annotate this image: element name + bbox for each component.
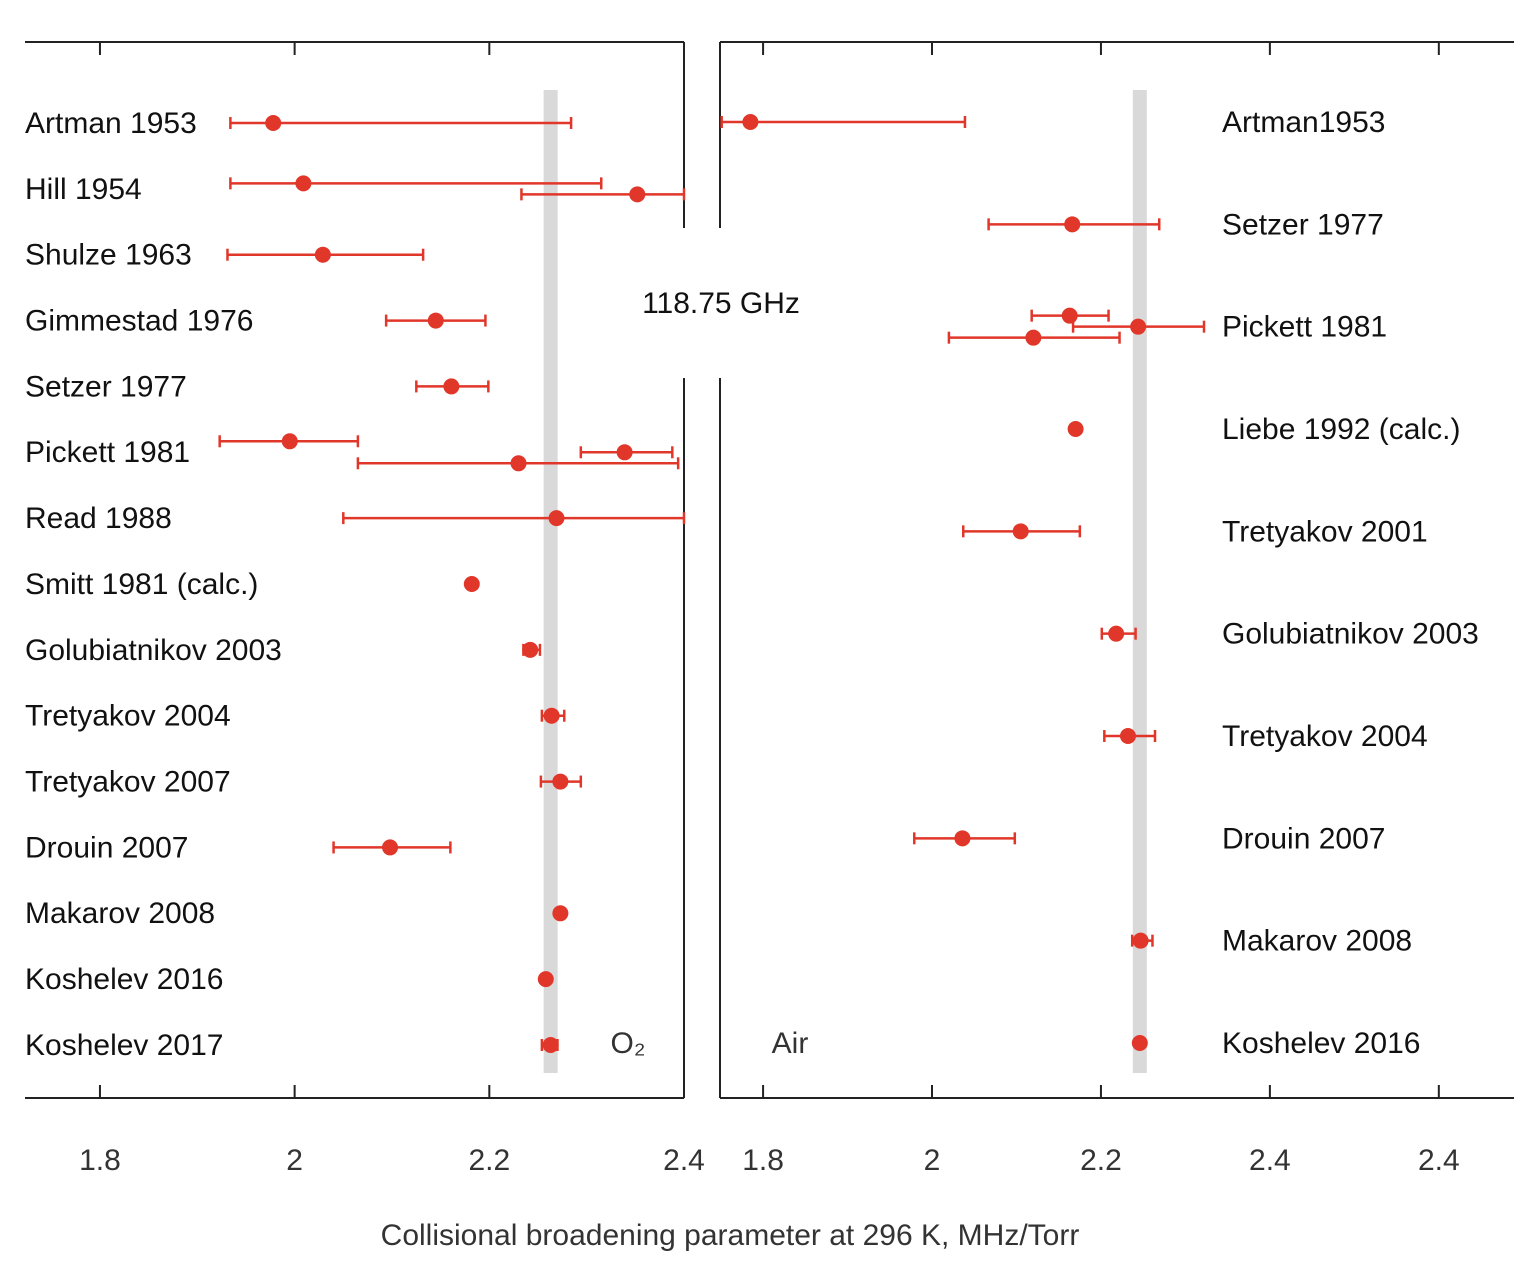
row-label: Koshelev 2016 (1222, 1027, 1421, 1060)
annotation-box (610, 228, 832, 378)
data-point (954, 830, 971, 847)
data-point (742, 114, 759, 130)
row-label: Pickett 1981 (25, 436, 190, 469)
data-point (1108, 625, 1125, 642)
data-point (522, 641, 539, 658)
row-label: Artman 1953 (25, 107, 197, 140)
x-axis-title: Collisional broadening parameter at 296 … (381, 1219, 1080, 1252)
row-label: Makarov 2008 (1222, 925, 1412, 958)
row-label: Hill 1954 (25, 173, 142, 206)
data-point (616, 444, 633, 461)
data-point (443, 378, 460, 395)
data-point (314, 246, 331, 263)
data-point (1067, 421, 1084, 437)
data-point (548, 510, 565, 527)
row-label: Read 1988 (25, 502, 172, 535)
data-point (1130, 318, 1147, 335)
data-point (427, 312, 444, 329)
x-tick-label: 2.4 (1418, 1144, 1460, 1177)
data-point (1132, 932, 1149, 949)
row-label: Gimmestad 1976 (25, 304, 253, 337)
data-point (281, 433, 298, 450)
x-tick-label: 1.8 (742, 1144, 784, 1177)
row-label: Tretyakov 2001 (1222, 515, 1428, 548)
row-label: Setzer 1977 (1222, 208, 1384, 241)
data-point (1131, 1035, 1148, 1051)
data-point (542, 1037, 559, 1053)
data-point (543, 707, 560, 724)
panel-label: Air (772, 1027, 809, 1060)
x-tick-label: 2 (924, 1144, 941, 1177)
x-tick-label: 2.2 (468, 1144, 510, 1177)
row-label: Golubiatnikov 2003 (1222, 618, 1479, 651)
data-point (1061, 307, 1078, 324)
data-point (1064, 216, 1081, 233)
x-tick-label: 1.8 (79, 1144, 121, 1177)
panel-label: O₂ (611, 1027, 646, 1060)
data-point (295, 175, 312, 192)
row-label: Koshelev 2017 (25, 1029, 224, 1062)
data-point (510, 455, 527, 472)
data-point (1025, 329, 1042, 346)
data-point (1119, 728, 1136, 744)
data-point (537, 971, 554, 988)
row-label: Artman1953 (1222, 106, 1385, 139)
annotation: 118.75 GHz (642, 287, 800, 320)
row-label: Golubiatnikov 2003 (25, 634, 282, 667)
data-point (463, 576, 480, 592)
data-point (382, 839, 399, 856)
row-label: Tretyakov 2007 (25, 765, 231, 798)
reference-band (1132, 90, 1147, 1073)
row-label: Makarov 2008 (25, 897, 215, 930)
x-tick-label: 2 (286, 1144, 303, 1177)
row-label: Drouin 2007 (25, 831, 188, 864)
row-label: Tretyakov 2004 (1222, 720, 1428, 753)
row-label: Tretyakov 2004 (25, 700, 231, 733)
data-point (265, 115, 282, 131)
data-point (1012, 523, 1029, 540)
row-label: Liebe 1992 (calc.) (1222, 413, 1460, 446)
row-label: Pickett 1981 (1222, 311, 1387, 344)
data-point (552, 905, 569, 922)
row-label: Shulze 1963 (25, 239, 192, 272)
row-label: Setzer 1977 (25, 370, 187, 403)
row-label: Smitt 1981 (calc.) (25, 568, 258, 601)
data-point (629, 186, 646, 203)
data-point (552, 773, 569, 790)
x-tick-label: 2.4 (663, 1144, 705, 1177)
row-label: Drouin 2007 (1222, 822, 1385, 855)
reference-band (543, 90, 558, 1073)
x-tick-label: 2.4 (1249, 1144, 1291, 1177)
x-tick-label: 2.2 (1080, 1144, 1122, 1177)
row-label: Koshelev 2016 (25, 963, 224, 996)
